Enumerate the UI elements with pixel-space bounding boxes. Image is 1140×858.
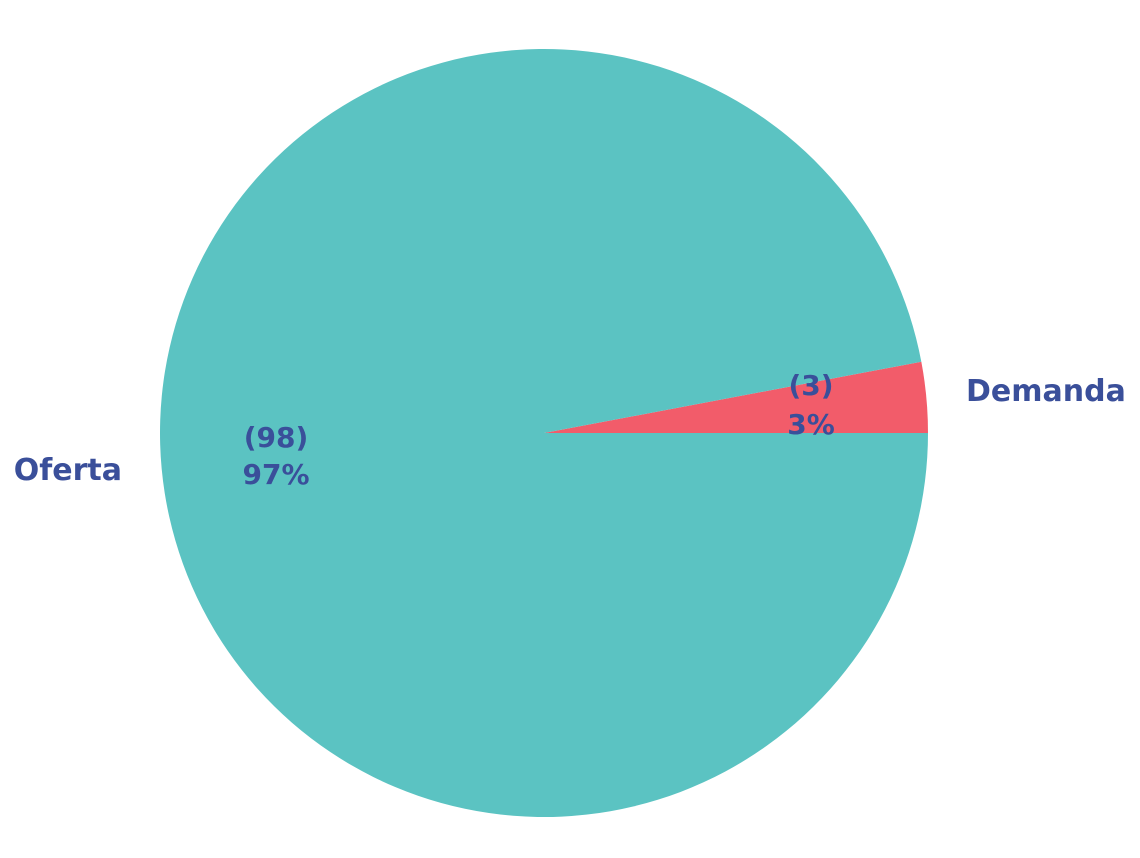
pie-labels: (3) 3% Demanda (98) 97% Oferta — [14, 369, 1126, 491]
category-label-oferta: Oferta — [14, 453, 122, 488]
pie-slices — [159, 48, 928, 817]
count-label-oferta: (98) — [244, 421, 309, 454]
percent-label-oferta: 97% — [242, 458, 309, 491]
category-label-demanda: Demanda — [966, 374, 1126, 409]
count-label-demanda: (3) — [788, 369, 833, 402]
pie-slice-oferta — [159, 48, 928, 817]
pie-slice-demanda — [544, 361, 928, 433]
percent-label-demanda: 3% — [787, 408, 835, 441]
